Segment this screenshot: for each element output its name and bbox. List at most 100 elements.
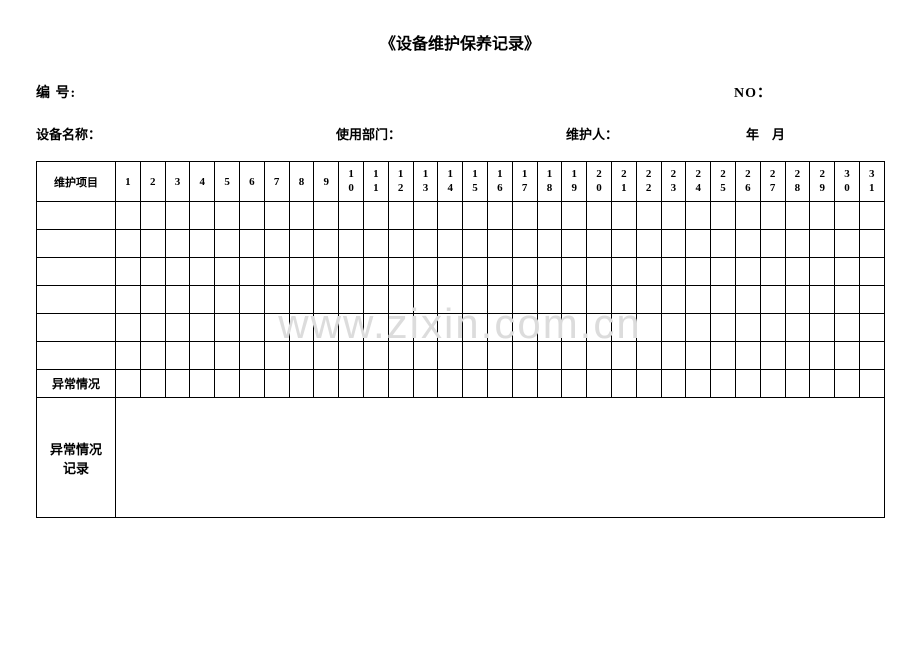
data-cell <box>859 286 884 314</box>
data-cell <box>835 202 860 230</box>
data-cell <box>140 286 165 314</box>
data-cell <box>487 314 512 342</box>
meta-row-1: 编 号: NO： <box>36 82 884 102</box>
data-cell <box>735 286 760 314</box>
data-cell <box>587 230 612 258</box>
header-day: 17 <box>512 162 537 202</box>
abnormal-cell <box>413 370 438 398</box>
abnormal-cell <box>140 370 165 398</box>
data-cell <box>363 286 388 314</box>
data-cell <box>363 202 388 230</box>
data-cell <box>215 202 240 230</box>
header-day: 2 <box>140 162 165 202</box>
data-cell <box>165 342 190 370</box>
data-cell <box>859 230 884 258</box>
header-day: 10 <box>339 162 364 202</box>
data-cell <box>314 202 339 230</box>
data-cell <box>239 202 264 230</box>
data-cell <box>463 202 488 230</box>
data-cell <box>116 314 141 342</box>
header-day: 3 <box>165 162 190 202</box>
meta-row-2: 设备名称： 使用部门： 维护人： 年 月 <box>36 124 884 143</box>
record-content-cell <box>116 398 885 518</box>
abnormal-cell <box>661 370 686 398</box>
data-cell <box>388 342 413 370</box>
data-cell <box>239 342 264 370</box>
data-cell <box>587 202 612 230</box>
abnormal-cell <box>611 370 636 398</box>
data-cell <box>363 258 388 286</box>
data-cell <box>760 342 785 370</box>
data-cell <box>314 314 339 342</box>
data-cell <box>562 202 587 230</box>
data-cell <box>165 286 190 314</box>
data-cell <box>537 258 562 286</box>
row-label-cell <box>37 202 116 230</box>
data-cell <box>487 230 512 258</box>
data-cell <box>463 258 488 286</box>
data-cell <box>463 230 488 258</box>
header-day: 25 <box>711 162 736 202</box>
data-cell <box>314 286 339 314</box>
data-cell <box>413 258 438 286</box>
data-cell <box>438 202 463 230</box>
data-cell <box>190 258 215 286</box>
data-cell <box>711 230 736 258</box>
abnormal-cell <box>810 370 835 398</box>
abnormal-cell <box>487 370 512 398</box>
header-day: 19 <box>562 162 587 202</box>
data-cell <box>611 230 636 258</box>
abnormal-cell <box>215 370 240 398</box>
header-day: 7 <box>264 162 289 202</box>
abnormal-cell <box>363 370 388 398</box>
header-day: 31 <box>859 162 884 202</box>
data-cell <box>587 342 612 370</box>
data-cell <box>487 286 512 314</box>
data-cell <box>785 342 810 370</box>
data-cell <box>239 314 264 342</box>
data-cell <box>165 314 190 342</box>
data-cell <box>215 342 240 370</box>
data-cell <box>512 314 537 342</box>
data-cell <box>339 286 364 314</box>
data-cell <box>116 342 141 370</box>
data-cell <box>388 202 413 230</box>
abnormal-label: 异常情况 <box>37 370 116 398</box>
row-label-cell <box>37 314 116 342</box>
data-cell <box>611 286 636 314</box>
data-cell <box>512 202 537 230</box>
header-day: 18 <box>537 162 562 202</box>
abnormal-cell <box>463 370 488 398</box>
data-cell <box>487 202 512 230</box>
data-cell <box>760 286 785 314</box>
data-cell <box>636 258 661 286</box>
data-cell <box>413 286 438 314</box>
abnormal-cell <box>587 370 612 398</box>
data-cell <box>314 342 339 370</box>
data-cell <box>339 342 364 370</box>
data-cell <box>636 286 661 314</box>
data-cell <box>760 314 785 342</box>
data-cell <box>537 314 562 342</box>
data-cell <box>735 314 760 342</box>
data-cell <box>859 342 884 370</box>
abnormal-cell <box>339 370 364 398</box>
header-day: 28 <box>785 162 810 202</box>
maintainer-label: 维护人： <box>566 124 746 143</box>
data-cell <box>785 286 810 314</box>
abnormal-cell <box>190 370 215 398</box>
data-cell <box>735 230 760 258</box>
data-cell <box>760 202 785 230</box>
row-label-cell <box>37 286 116 314</box>
data-cell <box>611 342 636 370</box>
data-cell <box>388 230 413 258</box>
data-cell <box>438 258 463 286</box>
data-cell <box>562 286 587 314</box>
data-cell <box>785 258 810 286</box>
page-title: 《设备维护保养记录》 <box>36 30 884 54</box>
data-cell <box>562 342 587 370</box>
abnormal-cell <box>711 370 736 398</box>
data-cell <box>537 202 562 230</box>
header-day: 8 <box>289 162 314 202</box>
data-cell <box>363 342 388 370</box>
